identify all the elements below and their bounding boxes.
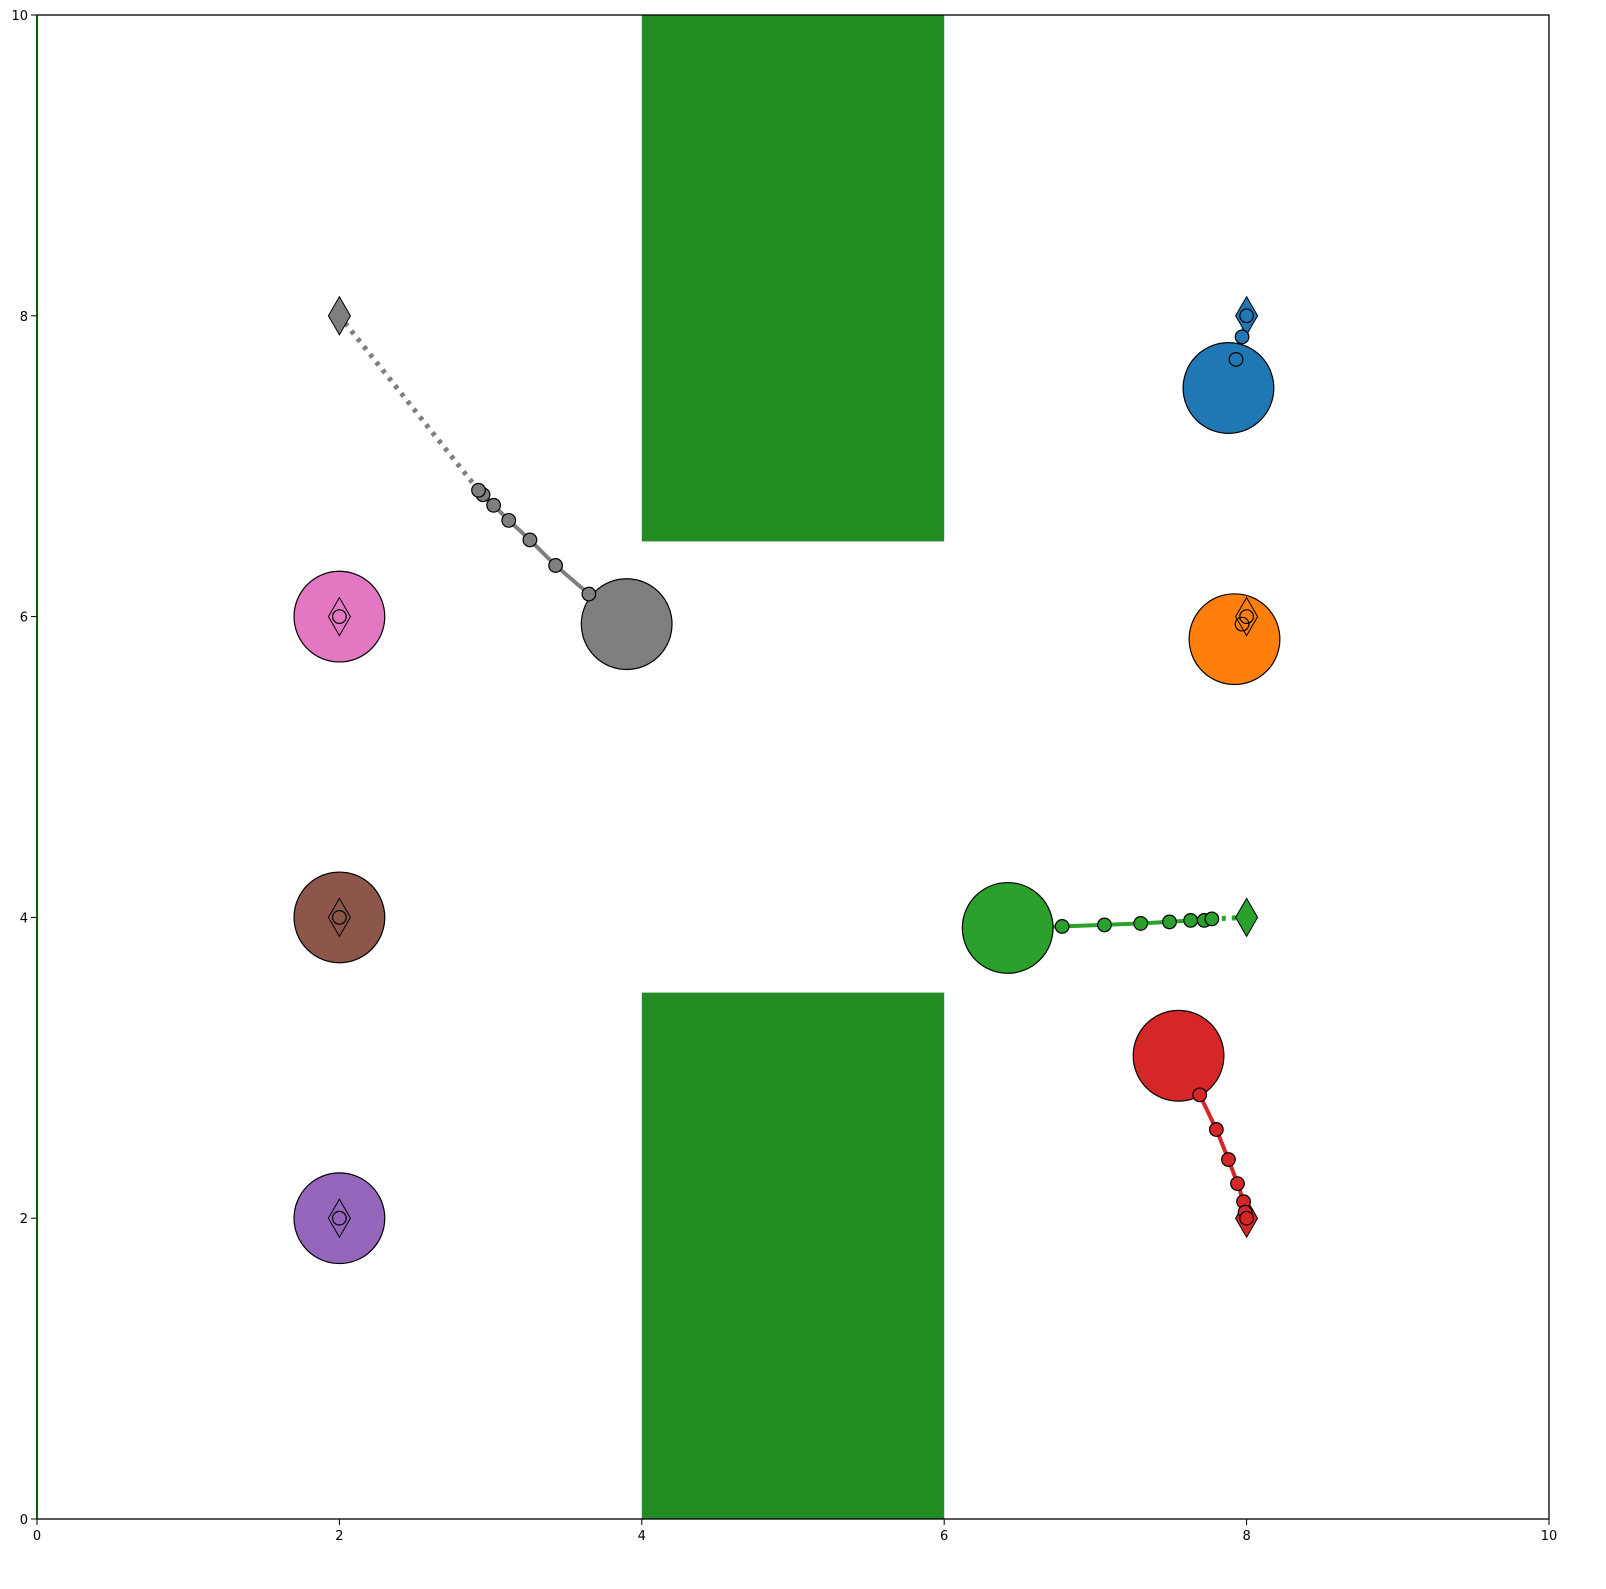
agent-5-trail-point-1 [331,1210,347,1226]
y-tick-label-10: 10 [11,9,28,24]
y-tick-label-0: 0 [20,1513,28,1528]
y-tick-label-4: 4 [20,911,28,926]
agent-5-body [293,1172,386,1265]
agent-3-trail-point-2 [1097,917,1112,933]
agent-2-body [1188,593,1281,686]
agent-3-trail-point-4 [1162,914,1177,930]
agent-8-trail-point-5 [486,497,502,513]
agent-3-trail-point-7 [1204,911,1220,927]
agent-4-body [1132,1009,1225,1102]
y-tick-label-8: 8 [20,310,28,325]
agent-4-trail-point-7 [1239,1210,1255,1226]
agent-3-trail-point-1 [1054,919,1070,934]
agent-8-goal-marker [327,295,351,336]
agent-4-trail-point-3 [1221,1152,1236,1167]
agent-3-goal-marker [1235,897,1259,938]
agent-3-body [961,881,1054,974]
obstacle-1 [641,15,945,542]
agent-6-body [293,871,386,964]
y-tick-label-6: 6 [20,611,28,626]
agent-8-trail-point-2 [548,558,564,573]
obstacle-2 [641,992,945,1519]
agent-1-trail-point-1 [1228,352,1244,367]
x-tick-label-4: 4 [638,1529,646,1544]
ticks-layer: 0 2 4 6 8 10 0 2 4 6 8 10 [11,9,1557,1544]
agent-3-trail-point-5 [1183,913,1199,928]
agent-5-goal-marker [327,1198,351,1239]
agent-7-trail-point-1 [331,609,347,625]
agent-6-trail-point-1 [331,909,347,925]
agent-2-goal-marker [1235,596,1259,637]
agent-2-trail-point-1 [1234,616,1250,632]
x-tick-label-2: 2 [335,1529,343,1544]
agent-3-trail-point-3 [1133,916,1149,931]
agent-6-goal-marker [327,897,351,938]
agent-8-trail-point-4 [501,512,517,528]
y-tick-label-2: 2 [20,1212,28,1227]
agent-2-trail-point-2 [1239,609,1255,625]
agent-1-trail-point-3 [1239,308,1255,324]
agent-8-trail-point-3 [522,532,538,548]
agent-7-goal-marker [327,596,351,637]
x-tick-label-10: 10 [1541,1529,1558,1544]
x-tick-label-0: 0 [33,1529,41,1544]
agent-4-trail-point-1 [1192,1087,1208,1103]
agent-8-trail-point-1 [581,586,597,602]
agent-8-trail-point-7 [471,482,486,498]
agents-layer [293,295,1281,1265]
obstacles-layer [641,15,945,1519]
agent-4-trail-point-2 [1208,1122,1224,1137]
x-tick-label-8: 8 [1242,1529,1250,1544]
x-tick-label-6: 6 [940,1529,948,1544]
agent-7-body [293,570,386,663]
agent-4-trail-point-4 [1230,1176,1245,1192]
agent-8-body [580,578,673,671]
agent-8-planned-path [337,314,481,492]
agent-1-trail-point-2 [1234,329,1250,345]
agent-1-body [1182,342,1275,434]
